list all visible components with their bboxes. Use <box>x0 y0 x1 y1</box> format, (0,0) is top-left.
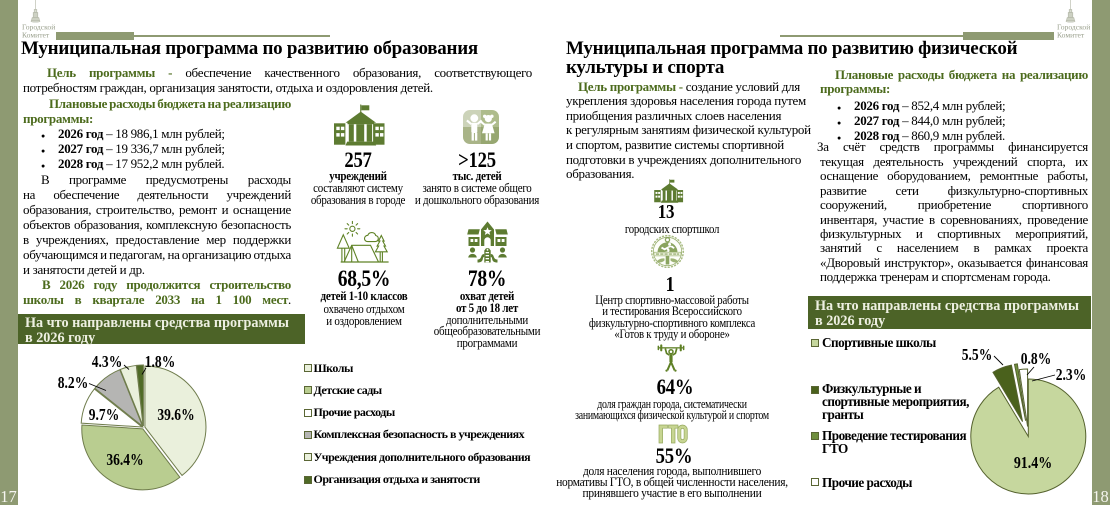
svg-text:Городской: Городской <box>1057 23 1090 32</box>
svg-text:Городской: Городской <box>22 23 55 32</box>
svg-text:Комитет: Комитет <box>22 31 50 40</box>
svg-text:Комитет: Комитет <box>1057 31 1085 40</box>
